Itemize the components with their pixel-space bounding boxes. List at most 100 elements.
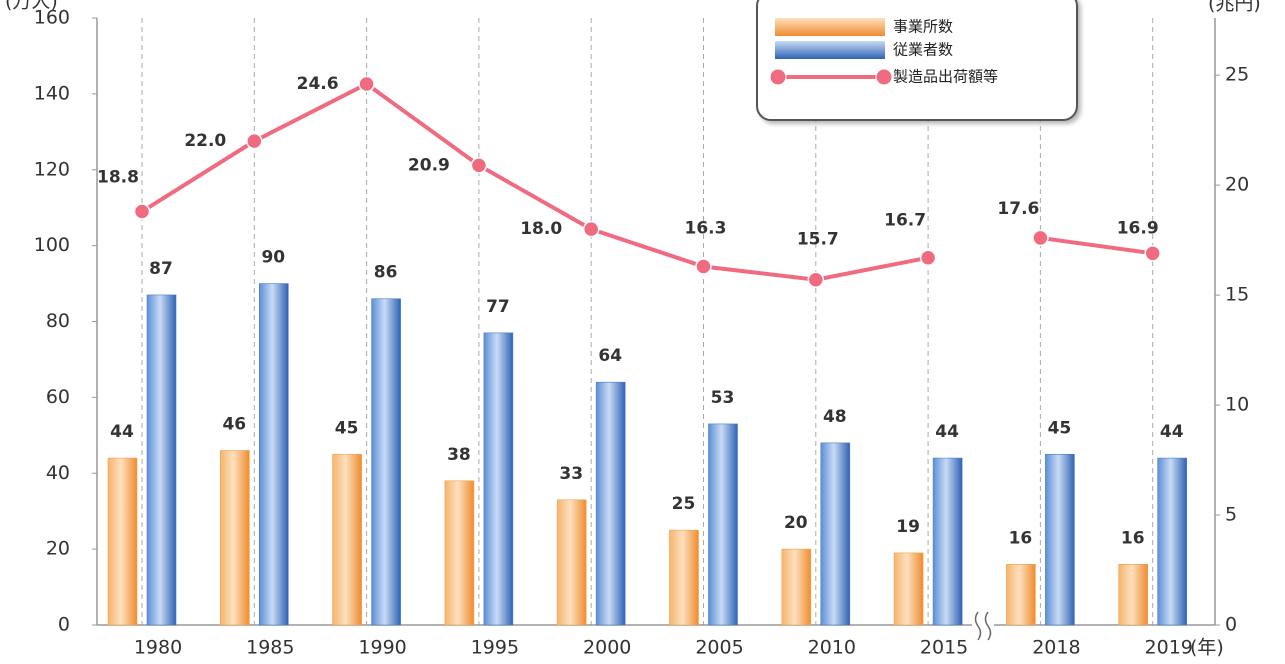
bar: [107, 457, 138, 626]
data-label: 25: [672, 494, 696, 514]
y2-tick-label: 5: [1225, 504, 1237, 526]
legend: 事業所数 従業者数 製造品出荷額等: [756, 0, 1078, 121]
y-tick-label: 100: [34, 234, 70, 256]
legend-label: 製造品出荷額等: [893, 68, 998, 86]
x-tick-label: 1995: [471, 637, 519, 659]
bar: [1157, 457, 1187, 626]
line-point: [246, 132, 263, 150]
y2-tick-label: 20: [1225, 174, 1249, 196]
line-point: [1144, 245, 1161, 262]
y-tick-label: 160: [34, 7, 70, 29]
data-label: 48: [823, 407, 847, 427]
x-tick-label: 1980: [134, 637, 182, 659]
line-point: [919, 249, 937, 266]
y2-tick-label: 0: [1225, 614, 1237, 636]
line-point: [695, 258, 712, 275]
bar: [893, 552, 924, 626]
legend-swatch: [875, 68, 893, 86]
line: [1040, 235, 1153, 256]
bar: [1045, 453, 1075, 626]
bar: [1118, 563, 1148, 626]
y-tick-label: 0: [58, 614, 70, 636]
data-label: 44: [110, 422, 134, 442]
data-label: 38: [447, 445, 471, 465]
y2-tick-label: 15: [1225, 284, 1249, 306]
legend-label: 従業者数: [893, 41, 953, 59]
line-point: [470, 157, 488, 174]
data-label: 20: [784, 513, 808, 533]
x-tick-label: 1985: [246, 637, 294, 659]
bar: [669, 529, 699, 626]
bar: [781, 548, 812, 626]
x-tick-label: 2015: [920, 637, 968, 659]
data-label: 17.6: [997, 199, 1039, 219]
y2-axis-label: (兆円): [1208, 0, 1261, 15]
bar: [332, 453, 362, 626]
bar: [556, 499, 587, 626]
x-axis-label: (年): [1190, 637, 1224, 659]
bar: [1006, 563, 1036, 626]
data-label: 16: [1121, 528, 1145, 548]
data-label: 16: [1009, 528, 1033, 548]
line-point: [1032, 229, 1049, 247]
y-axis-label: (万人): [5, 0, 58, 13]
data-label: 33: [559, 464, 583, 484]
y-tick-label: 120: [34, 158, 70, 180]
bar: [932, 457, 963, 626]
bar: [146, 294, 177, 626]
data-label: 19: [896, 517, 920, 537]
x-tick-label: 2005: [695, 637, 743, 659]
y-tick-label: 40: [46, 462, 70, 484]
data-label: 16.7: [884, 211, 926, 231]
bar: [220, 450, 250, 626]
data-label: 18.0: [520, 219, 562, 239]
bar: [371, 298, 401, 626]
bar: [820, 442, 851, 626]
bar: [483, 332, 514, 626]
axis-break: [972, 610, 994, 641]
bar: [444, 480, 475, 626]
data-label: 22.0: [184, 131, 226, 151]
x-tick-label: 2010: [808, 637, 856, 659]
x-tick-label: 2000: [583, 637, 631, 659]
data-label: 77: [486, 297, 510, 317]
data-label: 53: [711, 388, 735, 408]
data-label: 90: [261, 248, 285, 268]
bar: [595, 381, 626, 626]
y-tick-label: 140: [34, 82, 70, 104]
line: [140, 81, 929, 282]
data-label: 44: [1160, 422, 1184, 442]
y2-tick-label: 10: [1225, 394, 1249, 416]
y-tick-label: 60: [46, 386, 70, 408]
data-label: 87: [149, 259, 173, 279]
data-label: 16.3: [685, 219, 727, 239]
data-label: 64: [598, 346, 622, 366]
x-tick-label: 1990: [358, 637, 406, 659]
data-label: 45: [1048, 418, 1072, 438]
data-label: 16.9: [1117, 218, 1159, 238]
data-label: 86: [374, 263, 398, 283]
data-label: 46: [222, 414, 246, 434]
y2-tick-label: 25: [1225, 64, 1249, 86]
x-tick-label: 2018: [1032, 637, 1080, 659]
bar: [258, 283, 289, 626]
line-point: [133, 203, 151, 220]
data-label: 44: [935, 422, 959, 442]
y-tick-label: 80: [46, 310, 70, 332]
line-point: [807, 271, 825, 288]
legend-label: 事業所数: [893, 18, 953, 36]
legend-swatch: [769, 68, 787, 86]
line-point: [582, 220, 600, 238]
data-label: 15.7: [797, 230, 839, 250]
data-label: 20.9: [408, 155, 450, 175]
line-point: [358, 75, 375, 93]
data-label: 45: [335, 418, 359, 438]
data-label: 24.6: [297, 74, 339, 94]
data-label: 18.8: [97, 168, 139, 188]
legend-swatch: [775, 41, 885, 59]
x-tick-label: 2019: [1145, 637, 1193, 659]
bar: [708, 423, 738, 626]
legend-swatch: [775, 18, 885, 36]
y-tick-label: 20: [46, 538, 70, 560]
